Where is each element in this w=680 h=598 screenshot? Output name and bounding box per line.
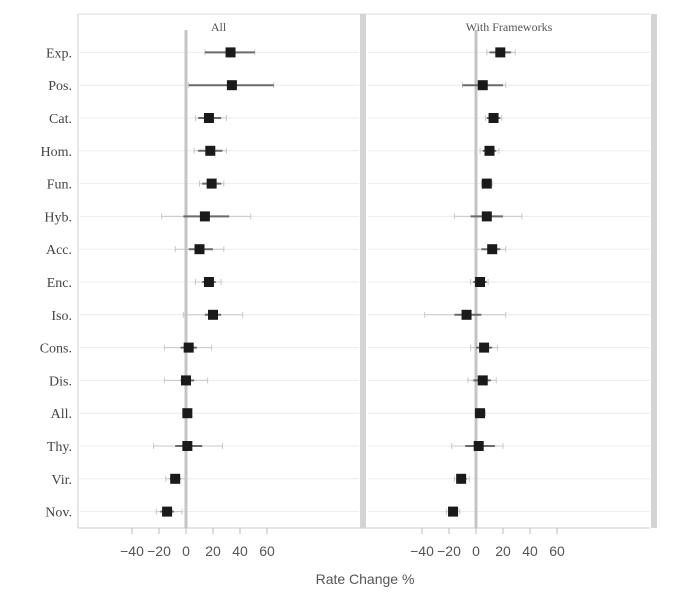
- point-estimate: [495, 47, 506, 58]
- category-label: Exp.: [46, 46, 72, 61]
- point-estimate: [208, 309, 218, 320]
- point-estimate: [479, 342, 490, 353]
- category-label: Nov.: [45, 506, 72, 521]
- category-label: Fun.: [47, 178, 72, 193]
- point-estimate: [481, 178, 492, 189]
- point-estimate: [473, 441, 484, 451]
- point-estimate: [206, 178, 217, 189]
- category-label: Cat.: [49, 112, 72, 127]
- x-axis-label: Rate Change %: [316, 571, 415, 587]
- panel-title: All: [211, 20, 227, 34]
- point-estimate: [448, 506, 459, 517]
- category-label: Thy.: [47, 440, 72, 455]
- x-tick-label: −40: [410, 543, 434, 559]
- point-estimate: [456, 473, 467, 484]
- category-label: Cons.: [40, 342, 72, 357]
- x-tick-label: 40: [232, 543, 248, 559]
- x-tick-label: 20: [495, 543, 511, 559]
- x-tick-label: 20: [205, 543, 221, 559]
- category-label: Dis.: [49, 374, 72, 389]
- point-estimate: [203, 113, 214, 123]
- point-estimate: [181, 375, 191, 386]
- point-estimate: [182, 408, 193, 419]
- category-label: Hom.: [41, 145, 73, 160]
- x-tick-label: 60: [549, 543, 565, 559]
- point-estimate: [481, 211, 492, 222]
- point-estimate: [475, 277, 486, 287]
- x-tick-label: −20: [437, 543, 461, 559]
- category-label: Hyb.: [44, 210, 72, 225]
- point-estimate: [203, 277, 214, 287]
- point-estimate: [183, 342, 194, 353]
- point-estimate: [199, 211, 210, 222]
- category-label: Pos.: [48, 79, 72, 94]
- point-estimate: [226, 80, 237, 91]
- category-label: Acc.: [46, 243, 72, 258]
- point-estimate: [477, 80, 488, 91]
- point-estimate: [182, 441, 193, 451]
- point-estimate: [477, 375, 488, 386]
- x-tick-label: 60: [259, 543, 275, 559]
- point-estimate: [488, 113, 499, 123]
- x-tick-label: −40: [120, 543, 144, 559]
- point-estimate: [194, 244, 205, 255]
- point-estimate: [162, 506, 173, 517]
- point-estimate: [487, 244, 498, 255]
- x-tick-label: −20: [147, 543, 171, 559]
- x-tick-label: 40: [522, 543, 538, 559]
- point-estimate: [484, 145, 495, 156]
- point-estimate: [225, 47, 236, 58]
- category-label: Enc.: [47, 276, 72, 291]
- panel-title: With Frameworks: [466, 20, 553, 34]
- point-estimate: [475, 408, 486, 419]
- category-label: Vir.: [51, 473, 72, 488]
- point-estimate: [205, 145, 216, 156]
- category-label: All.: [51, 407, 72, 422]
- x-tick-label: 0: [472, 543, 480, 559]
- x-tick-label: 0: [182, 543, 190, 559]
- category-label: Iso.: [51, 309, 72, 324]
- point-estimate: [170, 473, 181, 484]
- point-estimate: [461, 309, 472, 320]
